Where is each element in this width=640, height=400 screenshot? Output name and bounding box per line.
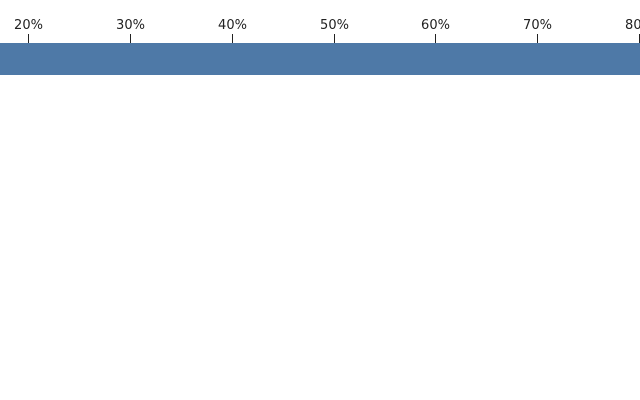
bar	[0, 43, 640, 75]
x-axis: 20% 30% 40% 50% 60% 70% 80%	[14, 18, 640, 43]
x-tick-label: 80%	[625, 18, 640, 33]
x-tick-label: 40%	[218, 18, 247, 33]
x-tick-label: 50%	[320, 18, 349, 33]
x-tick-label: 70%	[523, 18, 552, 33]
bars	[0, 43, 640, 75]
x-tick-label: 60%	[421, 18, 450, 33]
x-tick-label: 30%	[116, 18, 145, 33]
x-tick-label: 20%	[14, 18, 43, 33]
